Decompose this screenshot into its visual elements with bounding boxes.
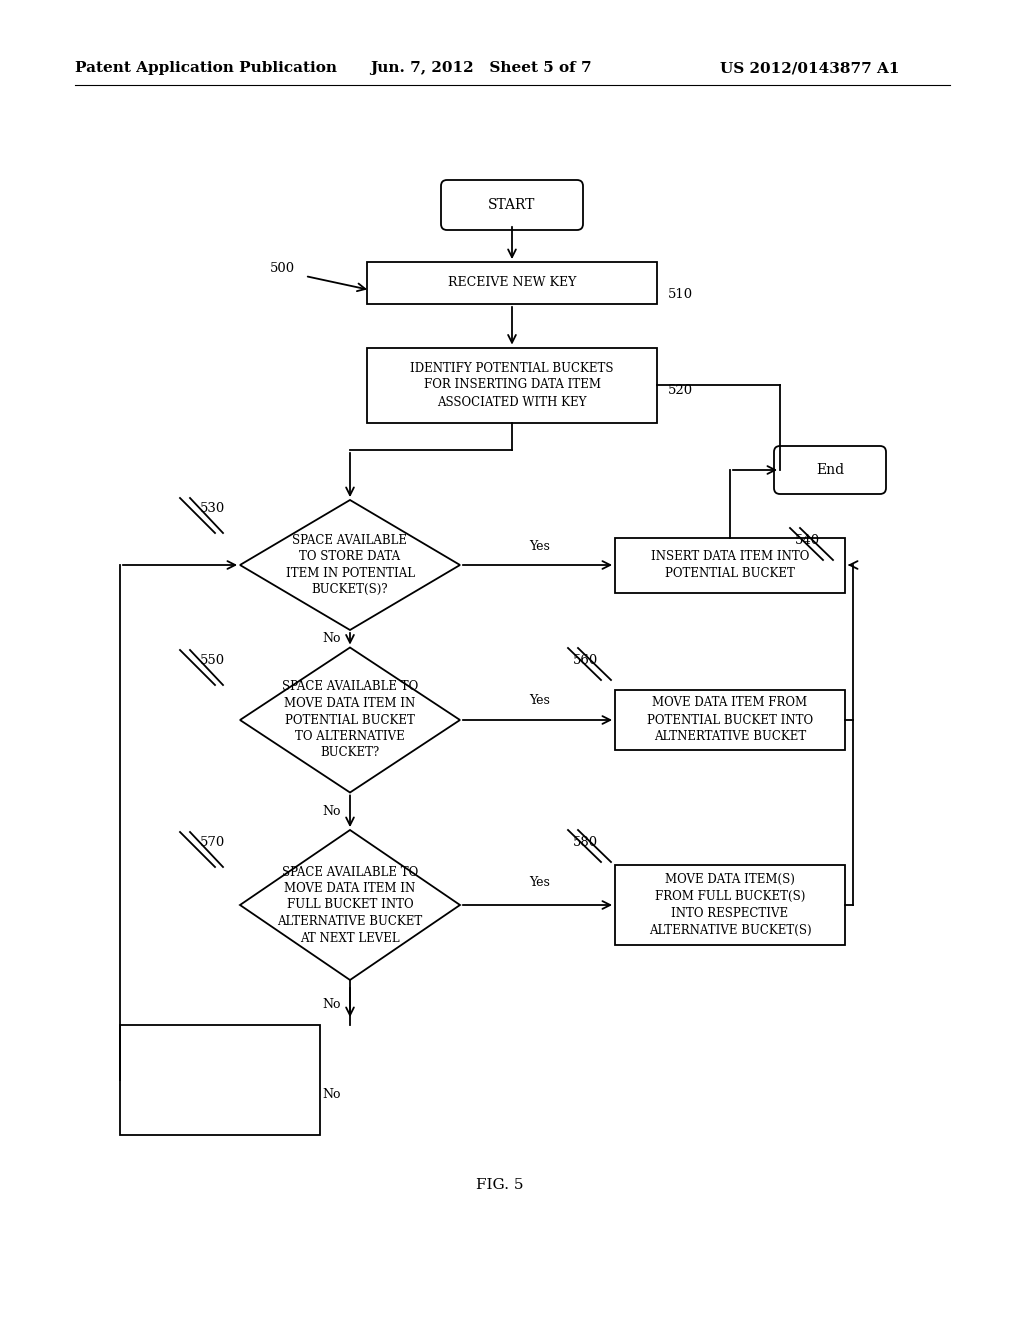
Text: IDENTIFY POTENTIAL BUCKETS
FOR INSERTING DATA ITEM
ASSOCIATED WITH KEY: IDENTIFY POTENTIAL BUCKETS FOR INSERTING… [411, 362, 613, 408]
Text: 550: 550 [200, 653, 225, 667]
Text: Jun. 7, 2012   Sheet 5 of 7: Jun. 7, 2012 Sheet 5 of 7 [370, 61, 592, 75]
Bar [615, 537, 845, 593]
Text: Yes: Yes [529, 876, 550, 890]
Text: SPACE AVAILABLE TO
MOVE DATA ITEM IN
FULL BUCKET INTO
ALTERNATIVE BUCKET
AT NEXT: SPACE AVAILABLE TO MOVE DATA ITEM IN FUL… [278, 866, 423, 945]
Polygon shape [240, 500, 460, 630]
Text: No: No [322, 998, 341, 1011]
Text: 580: 580 [573, 836, 598, 849]
Polygon shape [240, 830, 460, 979]
Polygon shape [240, 648, 460, 792]
Text: No: No [322, 1089, 341, 1101]
Text: SPACE AVAILABLE TO
MOVE DATA ITEM IN
POTENTIAL BUCKET
TO ALTERNATIVE
BUCKET?: SPACE AVAILABLE TO MOVE DATA ITEM IN POT… [282, 681, 418, 759]
Text: End: End [816, 463, 844, 477]
Text: INSERT DATA ITEM INTO
POTENTIAL BUCKET: INSERT DATA ITEM INTO POTENTIAL BUCKET [651, 550, 809, 579]
Text: START: START [488, 198, 536, 213]
Text: RECEIVE NEW KEY: RECEIVE NEW KEY [447, 276, 577, 289]
Text: No: No [322, 805, 341, 818]
Text: 510: 510 [668, 288, 693, 301]
Text: MOVE DATA ITEM(S)
FROM FULL BUCKET(S)
INTO RESPECTIVE
ALTERNATIVE BUCKET(S): MOVE DATA ITEM(S) FROM FULL BUCKET(S) IN… [648, 873, 811, 937]
Text: MOVE DATA ITEM FROM
POTENTIAL BUCKET INTO
ALTNERTATIVE BUCKET: MOVE DATA ITEM FROM POTENTIAL BUCKET INT… [647, 697, 813, 743]
Text: No: No [322, 632, 341, 645]
Text: US 2012/0143877 A1: US 2012/0143877 A1 [720, 61, 899, 75]
Bar [367, 261, 657, 304]
Bar [367, 347, 657, 422]
Text: 530: 530 [200, 502, 225, 515]
Text: Yes: Yes [529, 540, 550, 553]
Text: Patent Application Publication: Patent Application Publication [75, 61, 337, 75]
Text: 500: 500 [270, 261, 295, 275]
Text: Yes: Yes [529, 693, 550, 706]
Text: 560: 560 [573, 653, 598, 667]
Text: 520: 520 [668, 384, 693, 396]
Text: 540: 540 [795, 533, 820, 546]
FancyBboxPatch shape [774, 446, 886, 494]
Bar [615, 690, 845, 750]
Bar [120, 1026, 319, 1135]
FancyBboxPatch shape [441, 180, 583, 230]
Text: FIG. 5: FIG. 5 [476, 1177, 523, 1192]
Text: 570: 570 [200, 836, 225, 849]
Text: SPACE AVAILABLE
TO STORE DATA
ITEM IN POTENTIAL
BUCKET(S)?: SPACE AVAILABLE TO STORE DATA ITEM IN PO… [286, 533, 415, 597]
Bar [615, 865, 845, 945]
